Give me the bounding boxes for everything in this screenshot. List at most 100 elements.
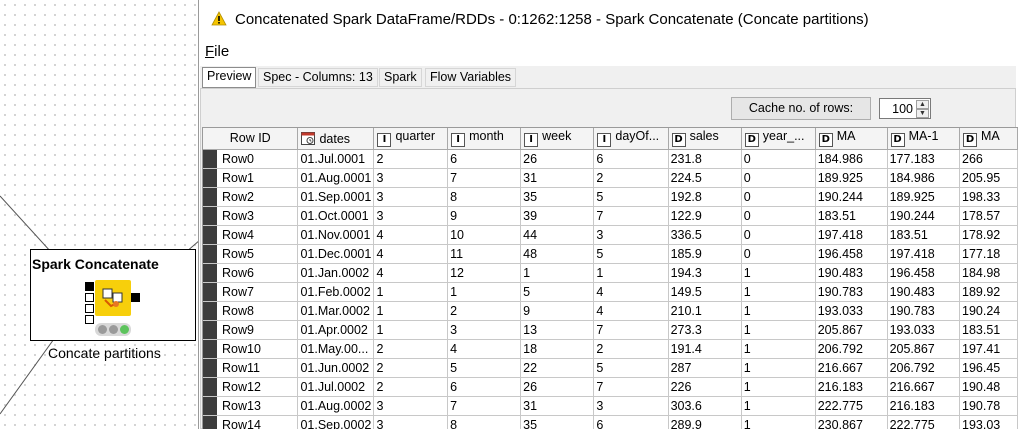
row-id-cell[interactable]: Row0 (203, 149, 299, 169)
table-cell[interactable]: 190.483 (887, 282, 961, 302)
table-cell[interactable]: 01.Aug.0002 (297, 396, 375, 416)
table-row[interactable]: Row14 01.Sep.0002 3 8 35 6 289.9 1 230.867 222.77… (203, 415, 1018, 429)
table-cell[interactable]: 0 (741, 168, 816, 188)
row-id-cell[interactable]: Row4 (203, 225, 299, 245)
tab-preview[interactable]: Preview (202, 67, 257, 88)
table-cell[interactable]: 7 (447, 396, 522, 416)
table-cell[interactable]: 10 (447, 225, 522, 245)
table-cell[interactable]: 1 (741, 301, 816, 321)
table-cell[interactable]: 183.51 (815, 206, 888, 226)
table-cell[interactable]: 231.8 (668, 149, 742, 169)
row-selection-marker[interactable] (203, 358, 217, 376)
table-cell[interactable]: 287 (668, 358, 742, 378)
table-cell[interactable]: 122.9 (668, 206, 742, 226)
table-cell[interactable]: 189.925 (815, 168, 888, 188)
table-cell[interactable]: 183.51 (887, 225, 961, 245)
row-selection-marker[interactable] (203, 187, 217, 205)
table-cell[interactable]: 01.Jul.0001 (297, 149, 375, 169)
table-cell[interactable]: 190.783 (887, 301, 961, 321)
row-selection-marker[interactable] (203, 282, 217, 300)
table-cell[interactable]: 35 (520, 187, 595, 207)
cache-rows-value[interactable]: 100 (892, 102, 913, 116)
table-cell[interactable]: 191.4 (668, 339, 742, 359)
table-row[interactable]: Row1 01.Aug.0001 3 7 31 2 224.5 0 189.925 184.986… (203, 168, 1018, 188)
row-id-cell[interactable]: Row12 (203, 377, 299, 397)
cache-rows-button[interactable]: Cache no. of rows: (731, 97, 871, 120)
table-cell[interactable]: 189.925 (887, 187, 961, 207)
table-cell[interactable]: 7 (593, 320, 669, 340)
input-port-4[interactable] (85, 315, 94, 324)
table-cell[interactable]: 35 (520, 415, 595, 429)
table-cell[interactable]: 197.418 (887, 244, 961, 264)
table-cell[interactable]: 01.Nov.0001 (297, 225, 375, 245)
table-cell[interactable]: 1 (373, 320, 449, 340)
column-header[interactable]: D MA (815, 128, 888, 150)
table-cell[interactable]: 226 (668, 377, 742, 397)
table-cell[interactable]: 4 (593, 301, 669, 321)
spark-concatenate-node-icon[interactable] (95, 280, 131, 316)
row-id-cell[interactable]: Row3 (203, 206, 299, 226)
table-cell[interactable]: 01.Sep.0001 (297, 187, 375, 207)
table-cell[interactable]: 266 (959, 149, 1018, 169)
table-row[interactable]: Row11 01.Jun.0002 2 5 22 5 287 1 216.667 206.792 1… (203, 358, 1018, 378)
table-cell[interactable]: 0 (741, 149, 816, 169)
table-cell[interactable]: 206.792 (815, 339, 888, 359)
table-cell[interactable]: 197.41 (959, 339, 1018, 359)
table-cell[interactable]: 289.9 (668, 415, 742, 429)
table-cell[interactable]: 216.667 (887, 377, 961, 397)
table-cell[interactable]: 184.986 (887, 168, 961, 188)
row-id-cell[interactable]: Row7 (203, 282, 299, 302)
table-cell[interactable]: 178.57 (959, 206, 1018, 226)
table-cell[interactable]: 196.458 (887, 263, 961, 283)
tab-spark[interactable]: Spark (379, 68, 422, 87)
table-cell[interactable]: 01.Apr.0002 (297, 320, 375, 340)
table-row[interactable]: Row9 01.Apr.0002 1 3 13 7 273.3 1 205.867 193.033… (203, 320, 1018, 340)
row-id-cell[interactable]: Row9 (203, 320, 299, 340)
table-cell[interactable]: 6 (593, 415, 669, 429)
row-id-cell[interactable]: Row1 (203, 168, 299, 188)
spinner-up-arrow-icon[interactable]: ▲ (916, 100, 929, 109)
table-cell[interactable]: 192.8 (668, 187, 742, 207)
table-cell[interactable]: 189.92 (959, 282, 1018, 302)
table-cell[interactable]: 2 (593, 168, 669, 188)
table-cell[interactable]: 44 (520, 225, 595, 245)
table-cell[interactable]: 1 (373, 301, 449, 321)
table-cell[interactable]: 1 (741, 263, 816, 283)
table-cell[interactable]: 01.Jul.0002 (297, 377, 375, 397)
table-cell[interactable]: 273.3 (668, 320, 742, 340)
table-cell[interactable]: 224.5 (668, 168, 742, 188)
table-cell[interactable]: 01.Mar.0002 (297, 301, 375, 321)
table-cell[interactable]: 3 (373, 206, 449, 226)
table-cell[interactable]: 7 (593, 206, 669, 226)
table-cell[interactable]: 177.183 (887, 149, 961, 169)
table-cell[interactable]: 205.95 (959, 168, 1018, 188)
table-cell[interactable]: 222.775 (815, 396, 888, 416)
row-id-cell[interactable]: Row13 (203, 396, 299, 416)
row-id-cell[interactable]: Row5 (203, 244, 299, 264)
table-cell[interactable]: 1 (447, 282, 522, 302)
table-cell[interactable]: 2 (373, 149, 449, 169)
table-cell[interactable]: 5 (593, 187, 669, 207)
table-cell[interactable]: 1 (741, 396, 816, 416)
menu-file[interactable]: File (205, 43, 230, 60)
table-cell[interactable]: 149.5 (668, 282, 742, 302)
table-cell[interactable]: 3 (373, 396, 449, 416)
table-cell[interactable]: 1 (520, 263, 595, 283)
input-port-1[interactable] (85, 282, 94, 291)
table-row[interactable]: Row7 01.Feb.0002 1 1 5 4 149.5 1 190.783 190.483 1… (203, 282, 1018, 302)
table-row[interactable]: Row5 01.Dec.0001 4 11 48 5 185.9 0 196.458 197.41… (203, 244, 1018, 264)
table-cell[interactable]: 184.98 (959, 263, 1018, 283)
table-cell[interactable]: 1 (373, 282, 449, 302)
table-cell[interactable]: 190.24 (959, 301, 1018, 321)
table-row[interactable]: Row10 01.May.00... 2 4 18 2 191.4 1 206.792 205.8… (203, 339, 1018, 359)
table-cell[interactable]: 01.Jun.0002 (297, 358, 375, 378)
table-cell[interactable]: 6 (447, 149, 522, 169)
table-cell[interactable]: 1 (741, 377, 816, 397)
input-port-3[interactable] (85, 304, 94, 313)
table-cell[interactable]: 6 (593, 149, 669, 169)
table-cell[interactable]: 2 (447, 301, 522, 321)
